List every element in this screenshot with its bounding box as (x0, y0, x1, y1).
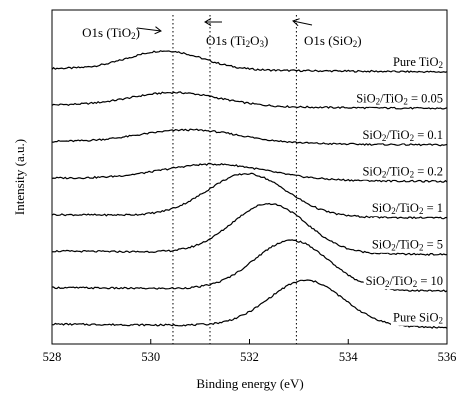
reference-label: O1s (TiO2) (82, 25, 140, 41)
series-line (51, 279, 448, 329)
series-label: SiO2/TiO2 = 1 (372, 201, 443, 216)
series-line (51, 91, 448, 110)
series-label: SiO2/TiO2 = 0.2 (362, 165, 443, 180)
x-tick-label: 534 (339, 350, 359, 364)
x-tick-label: 528 (43, 350, 62, 364)
x-axis-label: Binding energy (eV) (196, 376, 303, 391)
series-label-background (369, 237, 444, 253)
series-label: Pure TiO2 (393, 55, 443, 70)
reference-arrow (136, 27, 162, 32)
reference-arrowhead (154, 26, 162, 35)
x-tick-label: 530 (141, 350, 160, 364)
series-label-background (369, 201, 444, 217)
x-tick-label: 532 (240, 350, 259, 364)
series-line (51, 202, 448, 256)
series-label: SiO2/TiO2 = 10 (366, 274, 443, 289)
series-label: Pure SiO2 (393, 311, 443, 326)
series-label-background (390, 55, 444, 71)
series-line (51, 162, 448, 183)
series-label: SiO2/TiO2 = 0.1 (362, 128, 443, 143)
series-label-background (360, 164, 444, 180)
reference-lines: O1s (TiO2) O1s (Ti2O3) O1s (SiO2) (82, 15, 362, 344)
reference-arrowhead (204, 17, 212, 27)
reference-label: O1s (Ti2O3) (206, 33, 268, 49)
series-label-background (354, 91, 444, 107)
series-label-background (363, 274, 444, 290)
series-line (51, 172, 448, 220)
series-label-background (360, 128, 444, 144)
y-axis-label: Intensity (a.u.) (12, 139, 27, 215)
x-tick-label: 536 (438, 350, 457, 364)
reference-label: O1s (SiO2) (304, 33, 362, 49)
series-label-background (391, 310, 444, 326)
series-line (52, 128, 448, 147)
reference-arrowhead (292, 18, 300, 27)
x-ticks: 528 530 532 534 536 (43, 339, 457, 364)
series-label: SiO2/TiO2 = 5 (372, 238, 443, 253)
series-label: SiO2/TiO2 = 0.05 (356, 92, 443, 107)
series-labels: Pure TiO2 SiO2/TiO2 = 0.05 SiO2/TiO2 = 0.1… (354, 55, 444, 326)
series-line (51, 50, 448, 74)
reference-arrow (292, 20, 313, 26)
